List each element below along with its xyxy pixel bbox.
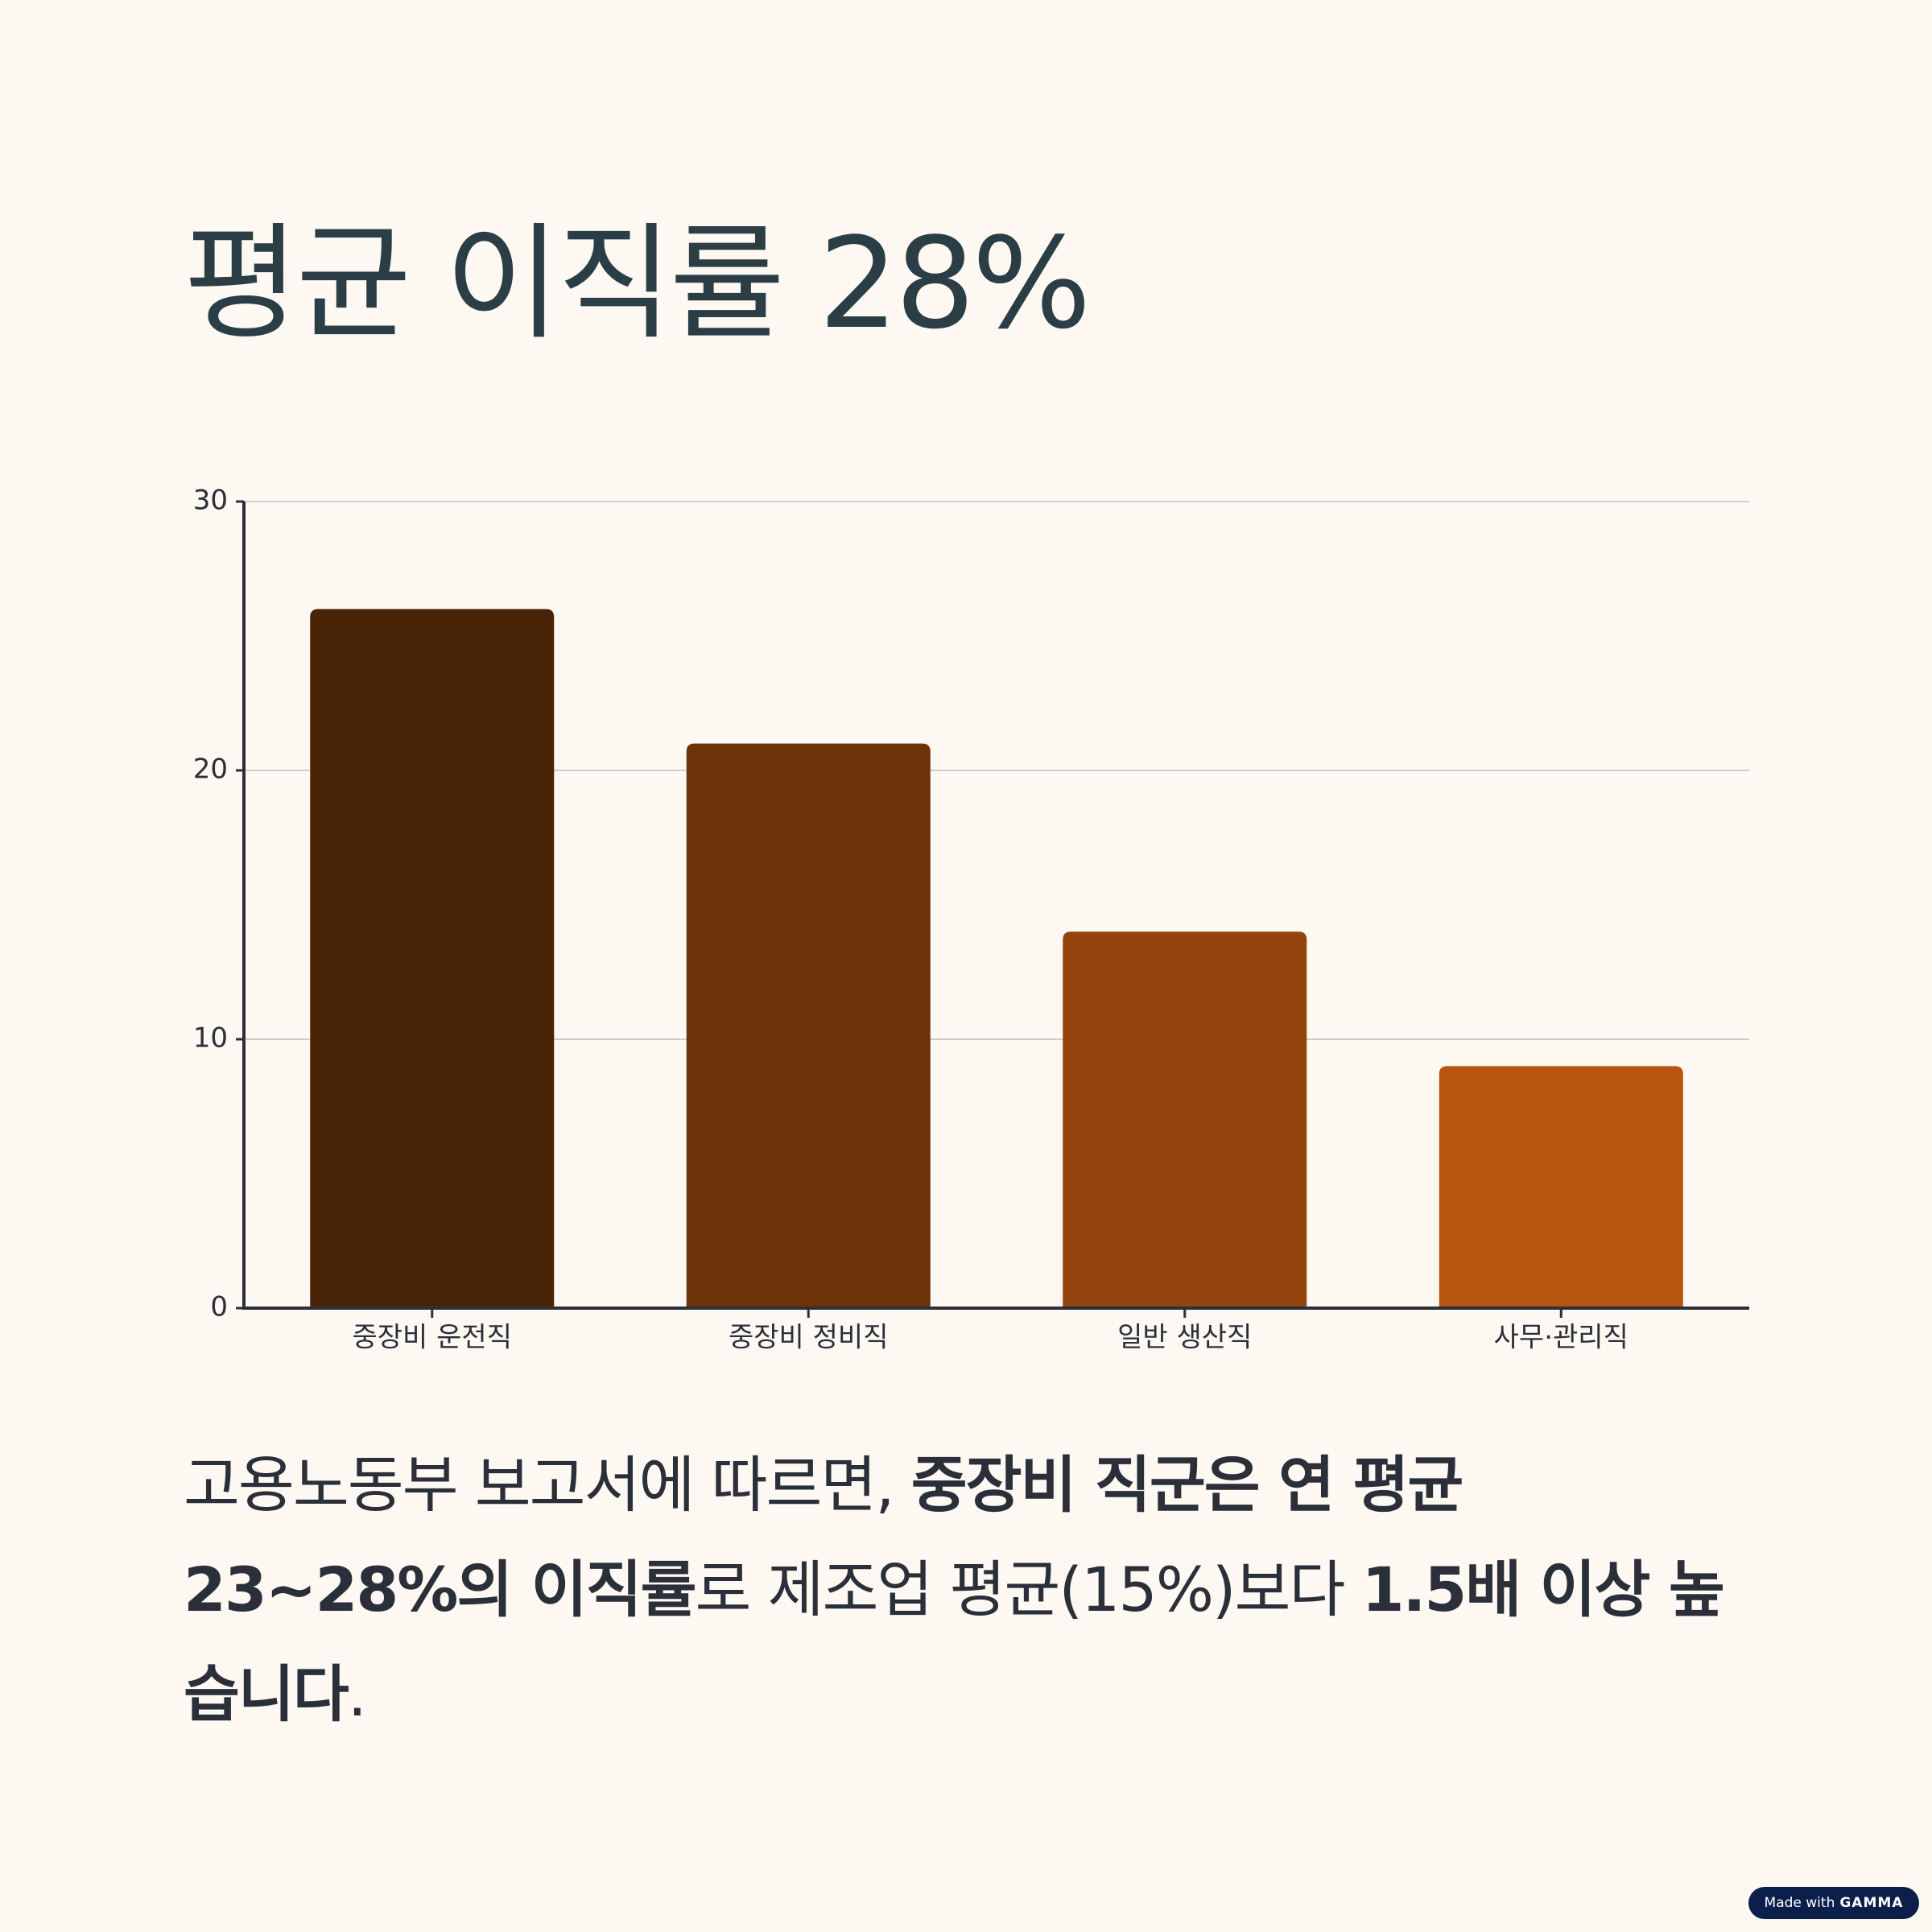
x-tick-label: 사무·관리직 — [1494, 1322, 1629, 1354]
y-tick-label: 20 — [193, 753, 228, 786]
text-segment: 로 제조업 평균(15%)보다 — [695, 1554, 1362, 1625]
bar — [1439, 1066, 1683, 1308]
made-with-badge[interactable]: Made with GAMMA — [1748, 1887, 1919, 1919]
y-tick-label: 30 — [193, 485, 228, 517]
x-tick-label: 일반 생산직 — [1117, 1322, 1252, 1354]
text-segment: 중장비 직군은 연 평균 23~28%의 이직률 — [184, 1449, 1463, 1625]
y-tick-label: 10 — [193, 1022, 228, 1055]
x-tick-label: 중장비 운전직 — [353, 1322, 513, 1354]
text-segment: 1.5배 이상 높습니다 — [184, 1554, 1725, 1730]
badge-text: Made with — [1764, 1895, 1835, 1911]
bar — [1063, 931, 1307, 1308]
chart: 0 10 20 30 중장비 운전직 중장비 정비직 일반 생산직 사무·관리직 — [193, 485, 1749, 1354]
bar — [686, 743, 931, 1308]
badge-brand: GAMMA — [1839, 1895, 1904, 1911]
title: 평균 이직률 28% — [184, 210, 1092, 357]
y-tick-label: 0 — [210, 1291, 228, 1323]
text-segment: 고용노동부 보고서에 따르면, — [184, 1449, 911, 1521]
description: 고용노동부 보고서에 따르면, 중장비 직군은 연 평균 23~28%의 이직률… — [184, 1433, 1729, 1747]
text-segment: . — [347, 1658, 367, 1730]
bar — [310, 609, 555, 1308]
x-tick-label: 중장비 정비직 — [729, 1322, 889, 1354]
